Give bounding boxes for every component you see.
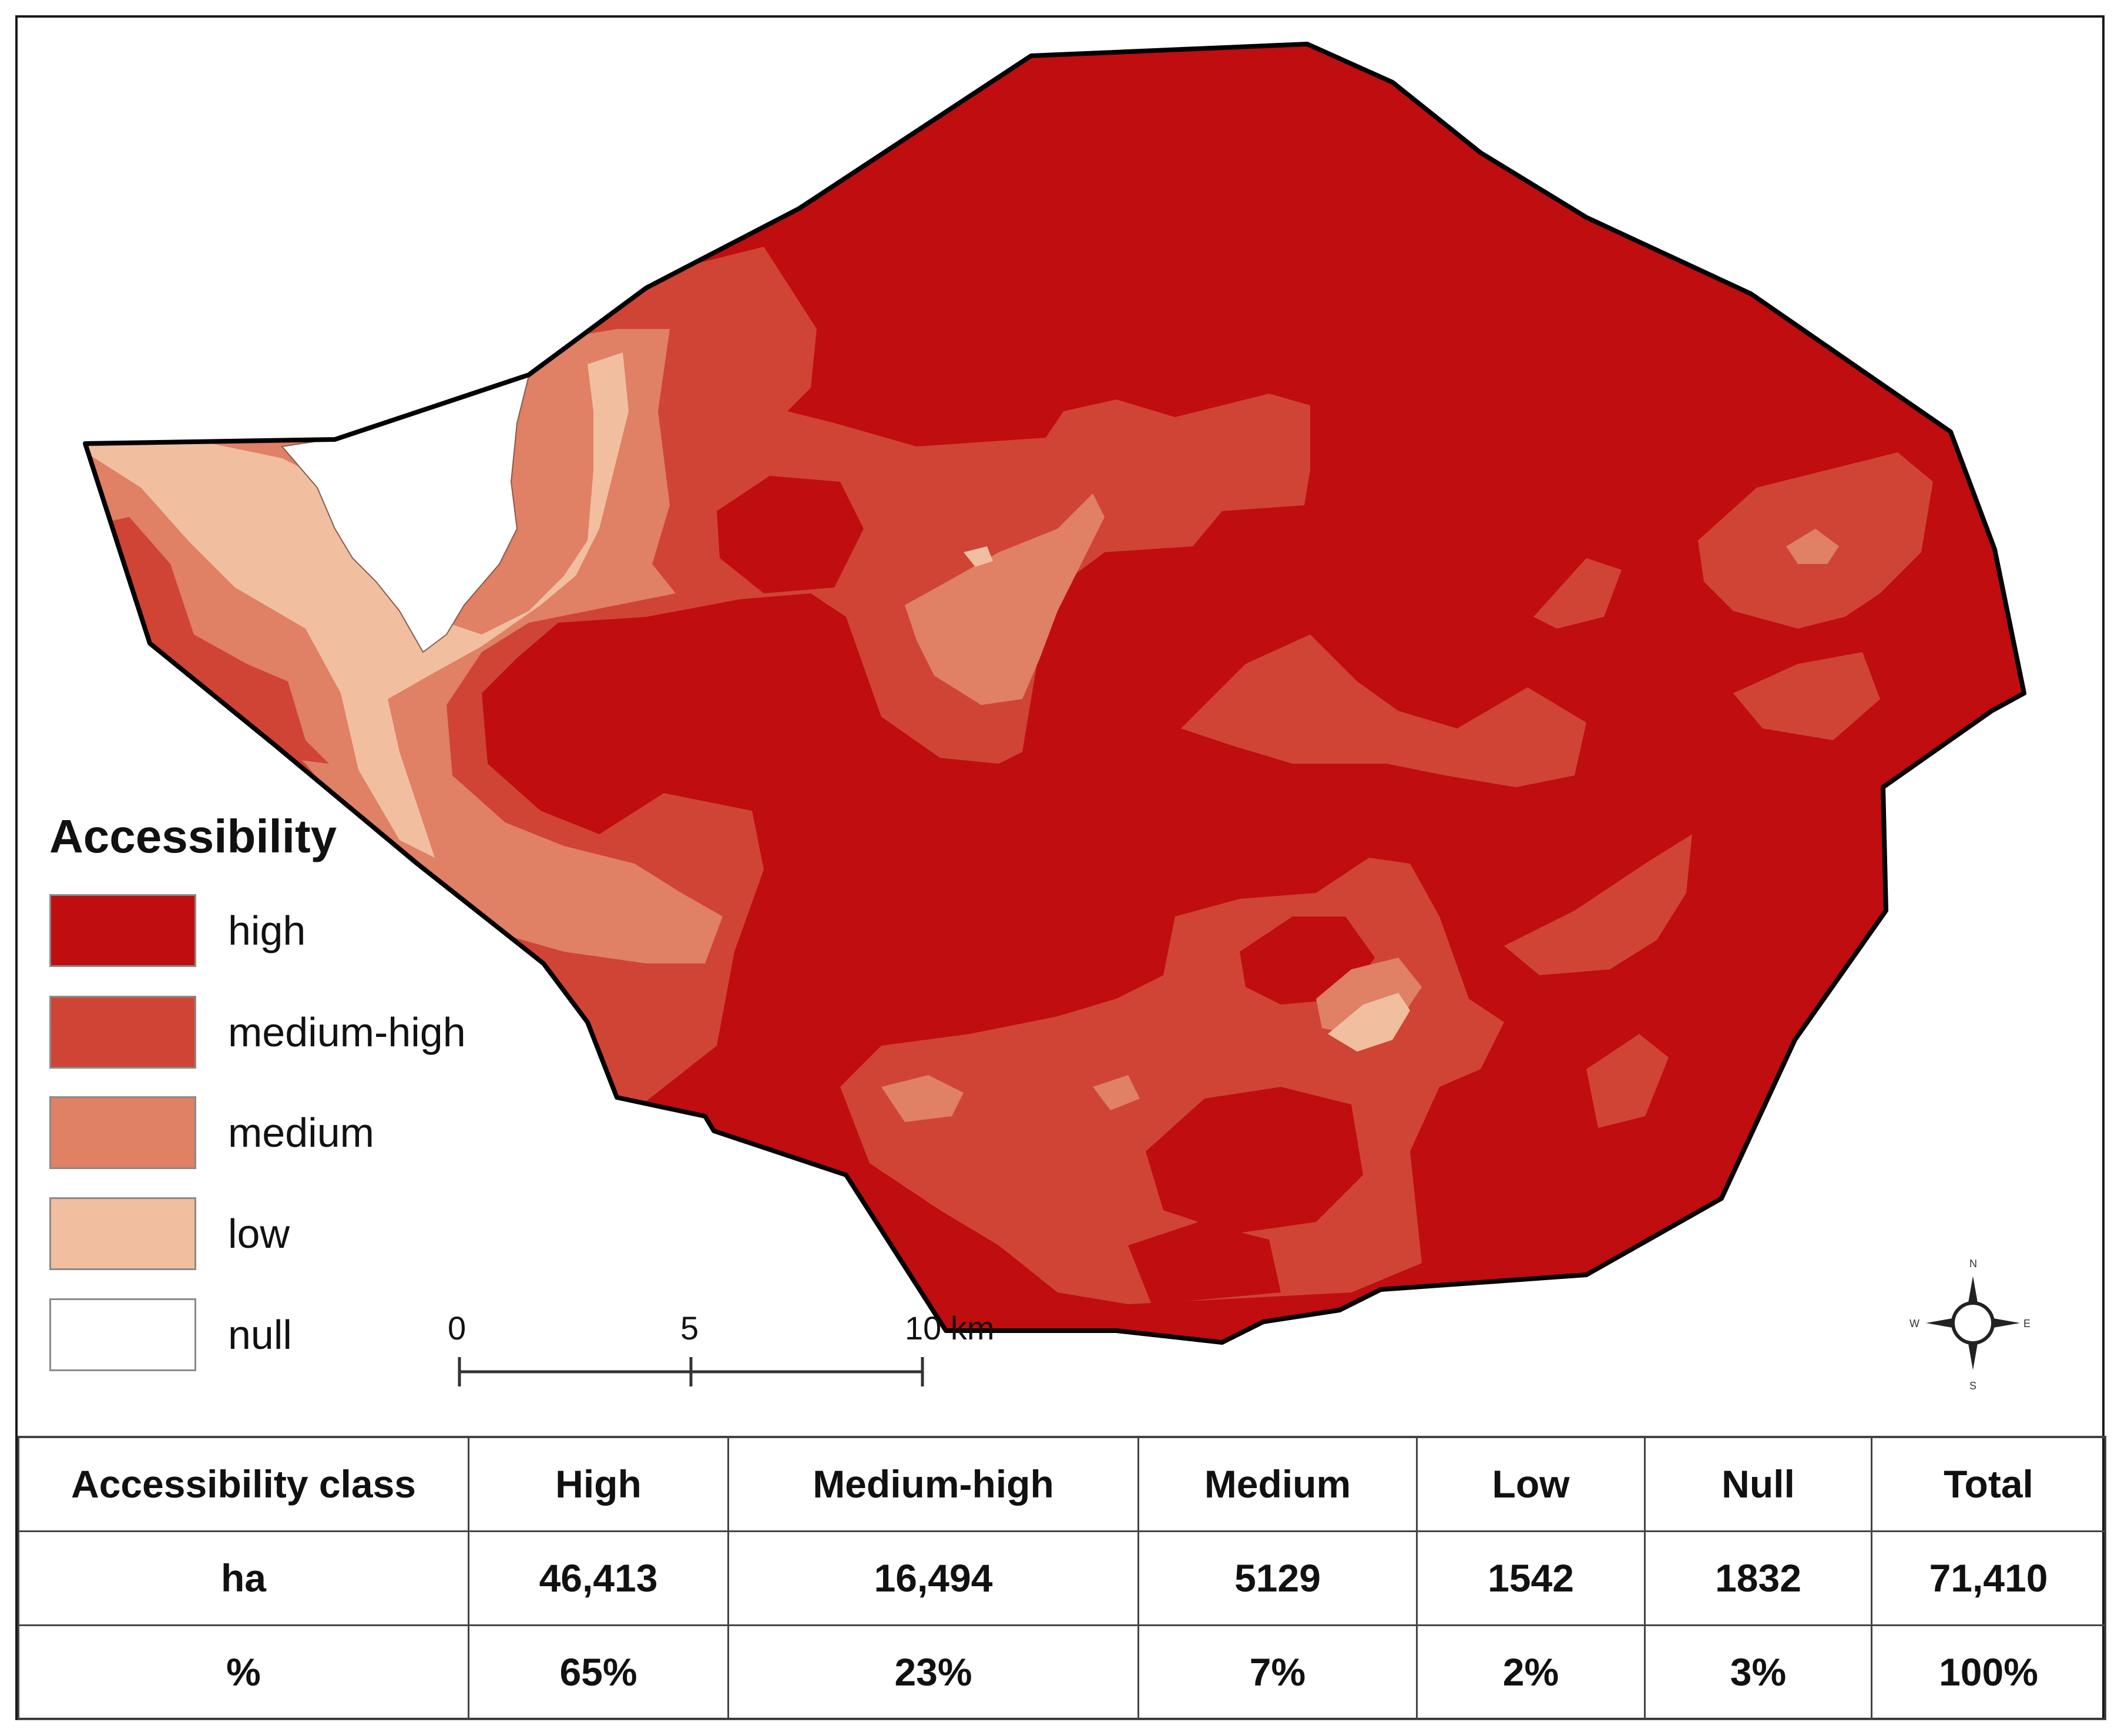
table-cell: 71,410 [1871, 1530, 2106, 1626]
table-header-cell: High [468, 1436, 729, 1532]
zone-null [281, 375, 530, 653]
zone-medium-high [1533, 558, 1622, 629]
accessibility-area-table: Accessibility class High Medium-high Med… [18, 1436, 2106, 1720]
zone-medium [85, 517, 329, 764]
table-header-cell: Medium-high [727, 1436, 1139, 1532]
table-cell: 1832 [1644, 1530, 1872, 1626]
zone-medium-high [717, 476, 864, 593]
zone-medium-high [1181, 634, 1586, 787]
table-cell: 1542 [1416, 1530, 1646, 1626]
zone-medium [1093, 1075, 1140, 1110]
table-header-cell: Medium [1137, 1436, 1418, 1532]
table-row: % 65% 23% 7% 2% 3% 100% [18, 1624, 2106, 1720]
legend-label-null: null [228, 1312, 292, 1358]
zone-medium [905, 493, 1105, 705]
scale-label-10km: 10 km [905, 1309, 995, 1347]
zone-high-inset [1146, 1087, 1363, 1234]
zone-low [85, 352, 629, 858]
zone-medium-high [1504, 834, 1692, 975]
legend-label-medium: medium [228, 1110, 374, 1156]
legend-swatch-high [49, 894, 196, 967]
zone-medium-high [1586, 1034, 1669, 1128]
legend-item-high: high [49, 893, 306, 968]
table-cell: 2% [1416, 1624, 1646, 1720]
table-header-cell: Low [1416, 1436, 1646, 1532]
zone-medium [1786, 529, 1839, 564]
table-cell: 65% [468, 1624, 729, 1720]
compass-east: E [2023, 1318, 2031, 1329]
legend-swatch-null [49, 1298, 196, 1371]
zone-low [1328, 993, 1410, 1052]
legend-item-low: low [49, 1196, 290, 1271]
map-region-outline [83, 42, 2026, 1345]
scale-label-5: 5 [680, 1309, 699, 1347]
north-arrow-compass-icon: N S E W [1909, 1258, 2031, 1392]
table-cell: 100% [1871, 1624, 2106, 1720]
zone-high-inset [1128, 1222, 1281, 1304]
legend-label-low: low [228, 1211, 290, 1257]
accessibility-map: N S E W [83, 42, 2031, 1392]
legend-swatch-medium [49, 1096, 196, 1169]
table-cell: 5129 [1137, 1530, 1418, 1626]
table-row: ha 46,413 16,494 5129 1542 1832 71,410 [18, 1530, 2106, 1626]
legend-item-medium-high: medium-high [49, 995, 466, 1070]
table-cell: 16,494 [727, 1530, 1139, 1626]
scale-label-0: 0 [448, 1309, 467, 1347]
zone-low [964, 546, 993, 567]
table-cell: 46,413 [468, 1530, 729, 1626]
table-cell: 7% [1137, 1624, 1418, 1720]
table-header-cell: Null [1644, 1436, 1872, 1532]
legend-item-medium: medium [49, 1095, 374, 1170]
compass-north: N [1969, 1258, 1977, 1270]
legend-swatch-low [49, 1197, 196, 1270]
scale-bar [458, 1357, 924, 1386]
table-header-cell: Accessibility class [18, 1436, 469, 1532]
zone-medium [881, 1075, 964, 1122]
legend-title: Accessibility [49, 810, 337, 862]
zone-medium-high [1733, 652, 1880, 740]
compass-west: W [1909, 1318, 1919, 1329]
legend-swatch-medium-high [49, 996, 196, 1069]
table-cell: % [18, 1624, 469, 1720]
table-cell: 3% [1644, 1624, 1872, 1720]
table-cell: 23% [727, 1624, 1139, 1720]
table-header-cell: Total [1871, 1436, 2106, 1532]
table-header-row: Accessibility class High Medium-high Med… [18, 1436, 2106, 1532]
legend-label-high: high [228, 908, 306, 953]
legend-item-null: null [49, 1297, 292, 1372]
compass-south: S [1969, 1380, 1976, 1392]
legend-label-medium-high: medium-high [228, 1009, 466, 1055]
table-cell: ha [18, 1530, 469, 1626]
map-region-fill [85, 44, 2024, 1342]
